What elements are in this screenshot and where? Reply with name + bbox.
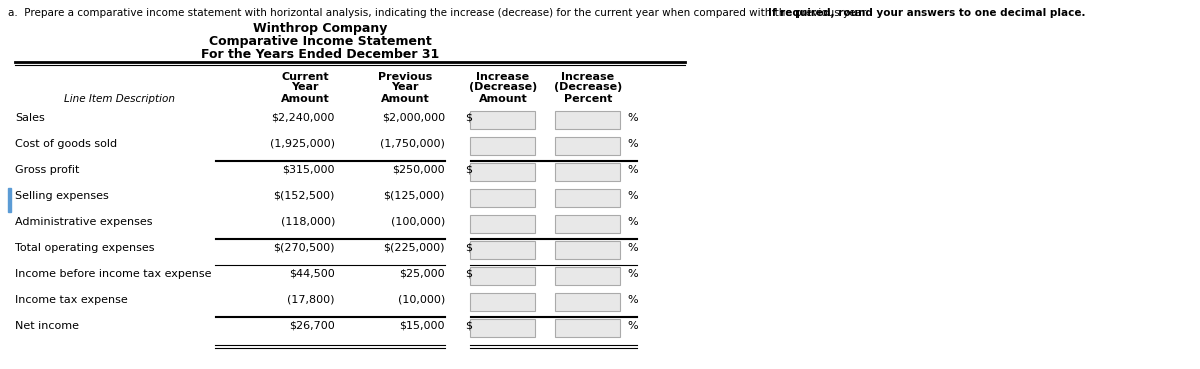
FancyBboxPatch shape [470, 267, 535, 285]
Text: Previous: Previous [378, 72, 432, 82]
Text: $2,000,000: $2,000,000 [382, 113, 445, 123]
Text: Amount: Amount [281, 94, 329, 104]
Text: $44,500: $44,500 [289, 269, 335, 279]
Bar [8, 188, 11, 212]
Text: a.  Prepare a comparative income statement with horizontal analysis, indicating : a. Prepare a comparative income statemen… [8, 8, 872, 18]
Text: $: $ [466, 113, 472, 123]
Text: %: % [628, 113, 637, 123]
Text: Cost of goods sold: Cost of goods sold [14, 139, 118, 149]
Text: $(225,000): $(225,000) [384, 243, 445, 253]
Text: Income tax expense: Income tax expense [14, 295, 127, 305]
FancyBboxPatch shape [554, 137, 620, 155]
Text: Gross profit: Gross profit [14, 165, 79, 175]
FancyBboxPatch shape [470, 293, 535, 311]
FancyBboxPatch shape [470, 111, 535, 129]
Text: $315,000: $315,000 [282, 165, 335, 175]
Text: $: $ [466, 321, 472, 331]
Text: %: % [628, 295, 637, 305]
FancyBboxPatch shape [470, 137, 535, 155]
Text: Percent: Percent [564, 94, 612, 104]
Text: $15,000: $15,000 [400, 321, 445, 331]
Text: (1,750,000): (1,750,000) [380, 139, 445, 149]
FancyBboxPatch shape [470, 163, 535, 181]
Text: Selling expenses: Selling expenses [14, 191, 109, 201]
Text: $: $ [466, 165, 472, 175]
Text: If required, round your answers to one decimal place.: If required, round your answers to one d… [768, 8, 1086, 18]
Text: (100,000): (100,000) [391, 217, 445, 227]
Text: Income before income tax expense: Income before income tax expense [14, 269, 211, 279]
Text: $250,000: $250,000 [392, 165, 445, 175]
Text: Amount: Amount [380, 94, 430, 104]
Text: $(270,500): $(270,500) [274, 243, 335, 253]
FancyBboxPatch shape [470, 215, 535, 233]
Text: $: $ [466, 243, 472, 253]
Text: (10,000): (10,000) [397, 295, 445, 305]
Text: (Decrease): (Decrease) [554, 82, 622, 92]
Text: (118,000): (118,000) [281, 217, 335, 227]
Text: $26,700: $26,700 [289, 321, 335, 331]
Text: (17,800): (17,800) [288, 295, 335, 305]
Text: $2,240,000: $2,240,000 [271, 113, 335, 123]
FancyBboxPatch shape [554, 267, 620, 285]
Text: %: % [628, 191, 637, 201]
Text: Year: Year [292, 82, 319, 92]
FancyBboxPatch shape [470, 189, 535, 207]
FancyBboxPatch shape [554, 241, 620, 259]
FancyBboxPatch shape [554, 111, 620, 129]
Text: Total operating expenses: Total operating expenses [14, 243, 155, 253]
Text: %: % [628, 139, 637, 149]
Text: Net income: Net income [14, 321, 79, 331]
Text: $(125,000): $(125,000) [384, 191, 445, 201]
Text: %: % [628, 243, 637, 253]
FancyBboxPatch shape [554, 215, 620, 233]
Text: Amount: Amount [479, 94, 527, 104]
Text: Current: Current [281, 72, 329, 82]
Text: For the Years Ended December 31: For the Years Ended December 31 [200, 48, 439, 61]
Text: Year: Year [391, 82, 419, 92]
Text: Sales: Sales [14, 113, 44, 123]
FancyBboxPatch shape [554, 293, 620, 311]
Text: Administrative expenses: Administrative expenses [14, 217, 152, 227]
FancyBboxPatch shape [554, 163, 620, 181]
Text: Winthrop Company: Winthrop Company [253, 22, 388, 35]
Text: $: $ [466, 269, 472, 279]
Text: (Decrease): (Decrease) [469, 82, 538, 92]
Text: (1,925,000): (1,925,000) [270, 139, 335, 149]
Text: $(152,500): $(152,500) [274, 191, 335, 201]
Text: %: % [628, 321, 637, 331]
Text: Increase: Increase [476, 72, 529, 82]
Text: %: % [628, 217, 637, 227]
FancyBboxPatch shape [470, 319, 535, 337]
Text: $25,000: $25,000 [400, 269, 445, 279]
Text: Increase: Increase [562, 72, 614, 82]
FancyBboxPatch shape [470, 241, 535, 259]
Text: %: % [628, 165, 637, 175]
FancyBboxPatch shape [554, 189, 620, 207]
Text: Line Item Description: Line Item Description [65, 94, 175, 104]
FancyBboxPatch shape [554, 319, 620, 337]
Text: %: % [628, 269, 637, 279]
Text: Comparative Income Statement: Comparative Income Statement [209, 35, 431, 48]
